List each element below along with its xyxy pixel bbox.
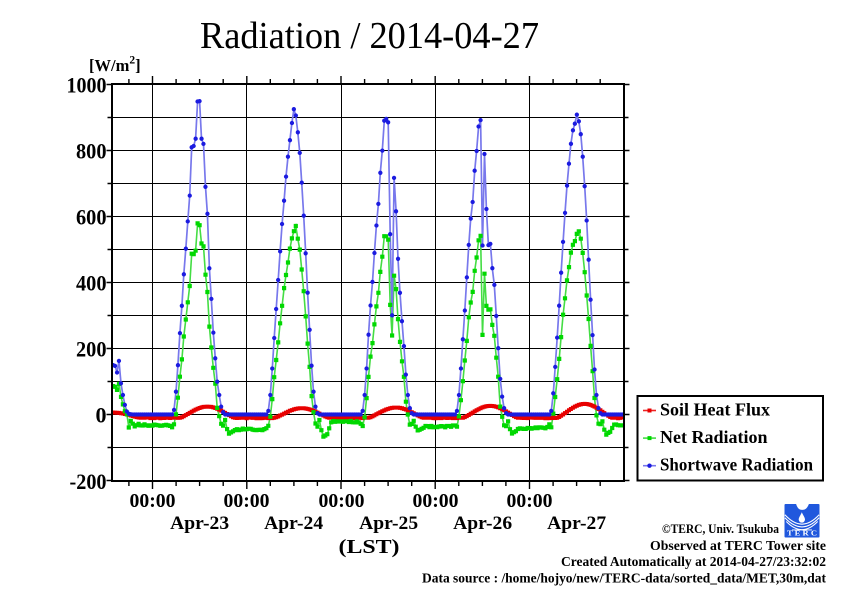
svg-text:Apr-24: Apr-24 bbox=[264, 513, 324, 534]
svg-text:00:00: 00:00 bbox=[507, 490, 553, 512]
svg-text:Apr-23: Apr-23 bbox=[170, 513, 229, 534]
svg-text:(LST): (LST) bbox=[339, 536, 400, 558]
svg-text:600: 600 bbox=[76, 205, 107, 230]
svg-text:00:00: 00:00 bbox=[413, 490, 459, 512]
svg-text:©TERC, Univ. Tsukuba: ©TERC, Univ. Tsukuba bbox=[662, 522, 780, 536]
svg-text:00:00: 00:00 bbox=[130, 490, 176, 512]
svg-text:400: 400 bbox=[76, 271, 107, 296]
svg-text:-200: -200 bbox=[70, 469, 107, 494]
svg-text:Shortwave Radiation: Shortwave Radiation bbox=[660, 455, 813, 475]
svg-text:Data source : /home/hojyo/new/: Data source : /home/hojyo/new/TERC-data/… bbox=[422, 571, 826, 586]
svg-text:Apr-27: Apr-27 bbox=[547, 513, 607, 534]
svg-text:Radiation / 2014-04-27: Radiation / 2014-04-27 bbox=[200, 15, 539, 57]
svg-text:1000: 1000 bbox=[67, 73, 107, 98]
svg-text:200: 200 bbox=[76, 337, 107, 362]
svg-text:Created Automatically at 2014-: Created Automatically at 2014-04-27/23:3… bbox=[561, 555, 826, 570]
svg-text:Soil Heat Flux: Soil Heat Flux bbox=[660, 400, 770, 420]
svg-text:[W/m2]: [W/m2] bbox=[89, 55, 141, 76]
svg-text:Observed at TERC Tower site: Observed at TERC Tower site bbox=[650, 539, 826, 554]
svg-text:Net Radiation: Net Radiation bbox=[660, 427, 768, 447]
svg-text:Apr-26: Apr-26 bbox=[453, 513, 512, 534]
svg-text:Apr-25: Apr-25 bbox=[359, 513, 418, 534]
svg-text:0: 0 bbox=[96, 403, 107, 428]
svg-text:T E R C: T E R C bbox=[787, 530, 817, 538]
svg-text:00:00: 00:00 bbox=[224, 490, 270, 512]
svg-text:00:00: 00:00 bbox=[319, 490, 365, 512]
svg-text:800: 800 bbox=[76, 139, 107, 164]
